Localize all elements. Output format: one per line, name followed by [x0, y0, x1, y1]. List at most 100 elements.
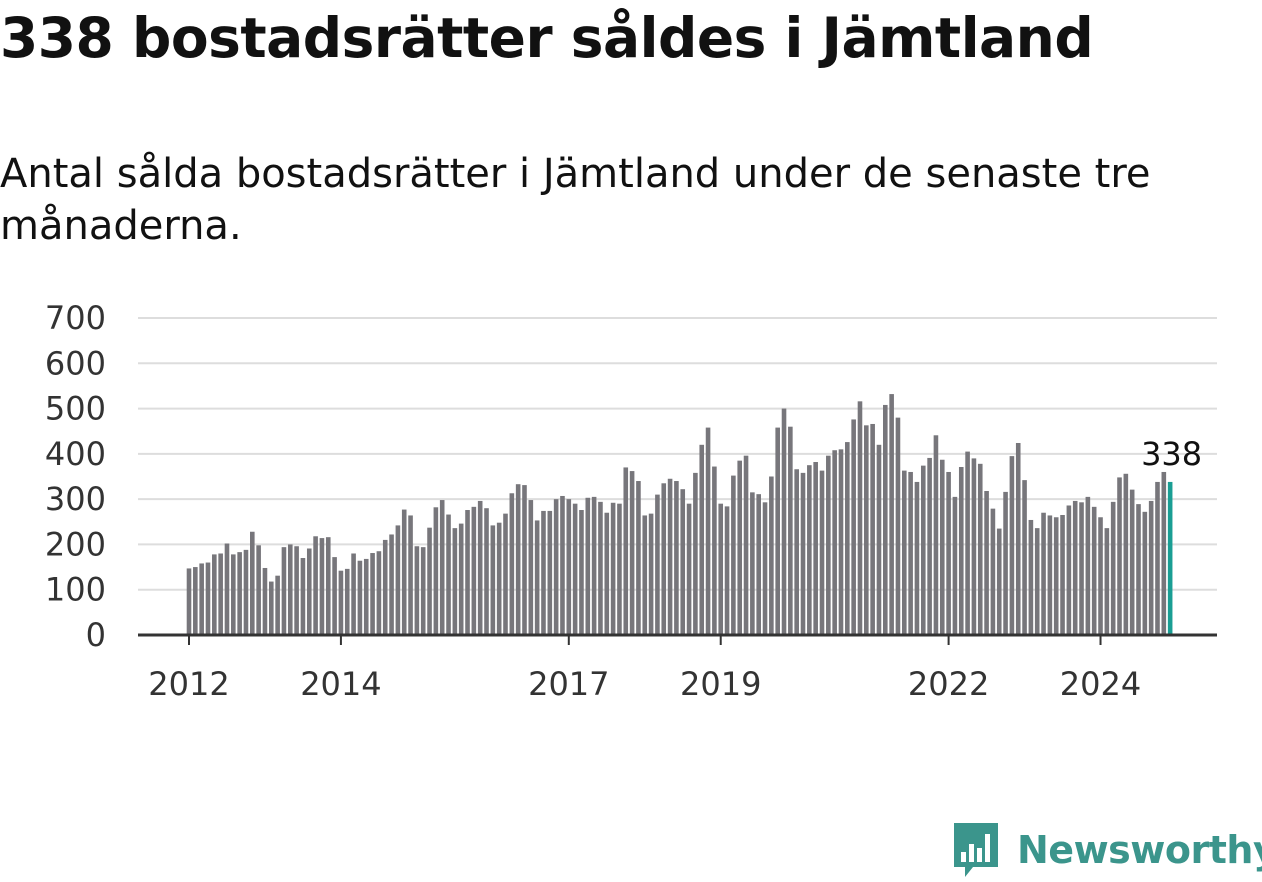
bar: [1104, 528, 1110, 635]
bar: [908, 471, 913, 635]
bar: [996, 528, 1002, 635]
bar: [699, 444, 705, 635]
bar: [1072, 500, 1078, 635]
bar: [560, 495, 565, 635]
bar: [319, 538, 325, 635]
bar: [534, 520, 540, 635]
bar: [199, 563, 204, 635]
bar: [446, 514, 451, 635]
bar: [977, 463, 983, 635]
bar: [382, 539, 388, 635]
x-tick-label: 2012: [148, 665, 229, 703]
bar: [845, 442, 850, 635]
bar: [547, 510, 553, 635]
bar: [712, 466, 717, 635]
bar: [693, 472, 698, 635]
bar: [788, 426, 793, 635]
bar: [661, 483, 667, 635]
bar: [794, 469, 799, 635]
bar: [705, 427, 711, 635]
bar: [268, 581, 274, 635]
bar: [958, 466, 964, 635]
y-axis-ticks: 0 100 200 300 400 500 600 700: [45, 299, 106, 654]
bar: [1091, 506, 1097, 635]
bar: [250, 531, 255, 635]
bar: [313, 536, 318, 635]
bar: [294, 546, 299, 635]
bar: [1066, 505, 1072, 635]
bar: [864, 425, 869, 635]
bar: [769, 476, 774, 635]
bar: [623, 467, 629, 635]
bar: [724, 506, 730, 635]
bar: [1148, 500, 1154, 635]
bar: [1015, 442, 1021, 635]
brand-name: Newsworthy: [1017, 828, 1262, 872]
bar: [920, 465, 926, 635]
bar: [231, 554, 236, 635]
bar: [408, 515, 413, 635]
bar: [1003, 491, 1008, 635]
bar: [1053, 517, 1059, 635]
x-tick-label: 2017: [528, 665, 609, 703]
bar: [503, 513, 508, 635]
bar: [287, 544, 293, 635]
x-tick-label: 2022: [908, 665, 989, 703]
bar: [401, 509, 407, 635]
bar: [1085, 496, 1091, 635]
bar: [541, 510, 546, 635]
bar: [465, 510, 470, 635]
bar: [281, 547, 287, 635]
bar: [642, 515, 648, 635]
bar: [389, 534, 394, 635]
bar: [357, 560, 363, 635]
bar: [1136, 504, 1141, 635]
bar: [933, 435, 939, 635]
bar: [617, 503, 622, 635]
bar: [300, 558, 306, 635]
x-tick-label: 2014: [300, 665, 381, 703]
bar: [1009, 456, 1015, 635]
bar: [870, 423, 875, 635]
bar: [762, 502, 768, 635]
bar: [851, 419, 856, 635]
bar: [876, 444, 882, 635]
bar: [1047, 515, 1053, 635]
bar: [1123, 473, 1129, 635]
bar: [212, 554, 217, 635]
bar: [971, 458, 977, 635]
bar: [395, 525, 401, 635]
bar: [351, 553, 356, 635]
bar: [458, 523, 464, 635]
bar: [186, 568, 192, 635]
bar: [585, 497, 591, 635]
bar: [218, 553, 223, 635]
bar: [420, 547, 426, 635]
bar: [750, 492, 755, 635]
bar: [452, 528, 458, 635]
bar: [344, 568, 350, 635]
bar: [1079, 502, 1084, 635]
bars: [186, 394, 1173, 635]
bar: [262, 567, 268, 635]
bar: [648, 513, 654, 635]
bar: [965, 451, 970, 635]
bar: [522, 485, 527, 635]
bar: [1161, 471, 1167, 635]
y-tick-label: 200: [45, 525, 106, 563]
bar: [781, 408, 787, 635]
bar: [256, 545, 261, 635]
bar: [939, 459, 945, 635]
y-tick-label: 600: [45, 344, 106, 382]
bar: [731, 475, 736, 635]
bar: [224, 543, 230, 635]
bar: [667, 478, 673, 635]
bar: [490, 525, 496, 635]
bar: [1129, 489, 1135, 635]
newsworthy-logo: Newsworthy: [951, 818, 1262, 882]
bar: [1034, 528, 1040, 635]
highlighted-bar: [1167, 481, 1173, 635]
y-tick-label: 0: [86, 616, 106, 654]
bar: [477, 500, 483, 635]
